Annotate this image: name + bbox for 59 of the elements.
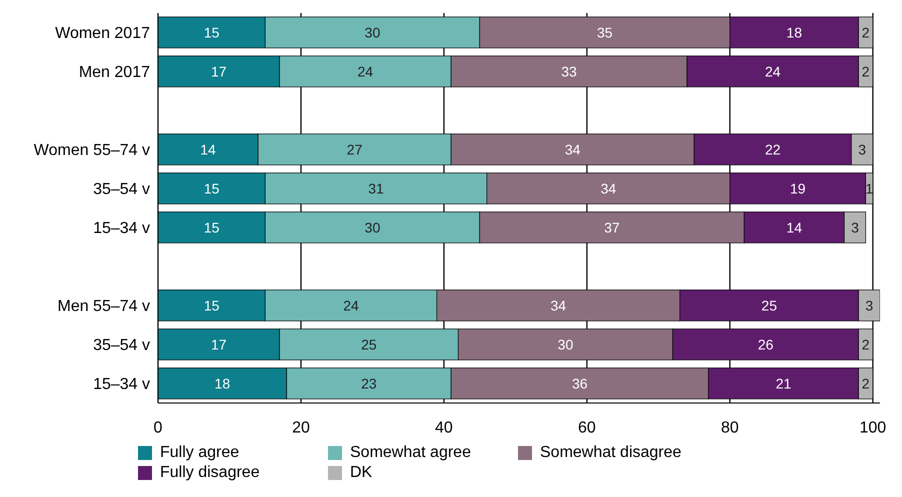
data-label: 22 <box>764 141 781 158</box>
data-label: 34 <box>600 180 616 196</box>
data-label: 26 <box>758 336 774 352</box>
data-label: 31 <box>368 180 384 196</box>
data-label: 34 <box>550 297 566 314</box>
data-label: 30 <box>364 219 380 236</box>
data-label: 18 <box>214 375 230 392</box>
y-tick-label: 15–34 v <box>93 220 150 238</box>
data-label: 3 <box>858 141 866 158</box>
data-label: 36 <box>572 375 588 392</box>
y-tick-label: 15–34 v <box>93 376 150 394</box>
data-label: 17 <box>210 63 227 80</box>
data-label: 15 <box>204 180 220 196</box>
y-tick-label: Men 55–74 v <box>57 298 150 316</box>
data-label: 17 <box>210 336 227 352</box>
data-label: 25 <box>761 297 778 314</box>
y-tick-label: 35–54 v <box>93 337 150 354</box>
x-tick-label: 100 <box>860 419 886 436</box>
data-label: 19 <box>790 180 806 196</box>
data-label: 1 <box>865 180 874 196</box>
data-label: 27 <box>346 141 363 158</box>
data-label: 14 <box>786 219 802 236</box>
data-label: 2 <box>862 336 870 352</box>
data-label: 15 <box>204 297 220 314</box>
data-label: 18 <box>786 24 802 40</box>
data-label: 24 <box>764 63 781 80</box>
legend-label: Somewhat disagree <box>539 443 682 463</box>
y-tick-label: Men 2017 <box>78 64 150 82</box>
data-label: 21 <box>776 375 792 392</box>
legend-label: DK <box>349 463 374 483</box>
legend-label: Somewhat agree <box>349 443 472 463</box>
data-label: 3 <box>851 219 860 236</box>
y-tick-label: Women 2017 <box>55 25 150 42</box>
data-label: 33 <box>561 63 578 80</box>
y-tick-label: Women 55–74 v <box>34 142 150 160</box>
data-label: 24 <box>343 297 360 314</box>
data-label: 15 <box>204 219 220 236</box>
y-tick-label: 35–54 v <box>93 181 150 198</box>
data-label: 14 <box>200 141 216 158</box>
data-label: 24 <box>358 63 374 80</box>
data-label: 30 <box>364 24 380 40</box>
data-label: 2 <box>862 375 870 392</box>
x-tick-label: 0 <box>154 419 163 436</box>
data-label: 34 <box>564 141 581 158</box>
data-label: 35 <box>596 24 613 40</box>
legend-label: Fully disagree <box>159 463 261 483</box>
data-label: 30 <box>558 336 574 352</box>
x-tick-label: 40 <box>435 419 453 436</box>
data-label: 2 <box>862 63 870 80</box>
data-label: 23 <box>361 375 377 392</box>
data-label: 37 <box>604 219 620 236</box>
x-tick-label: 20 <box>292 419 310 436</box>
data-label: 3 <box>865 297 874 314</box>
legend-label: Fully agree <box>159 443 240 463</box>
data-label: 25 <box>361 336 377 352</box>
x-tick-label: 80 <box>720 419 739 436</box>
data-label: 2 <box>862 24 870 40</box>
data-label: 15 <box>204 24 220 40</box>
x-tick-label: 60 <box>578 419 596 436</box>
